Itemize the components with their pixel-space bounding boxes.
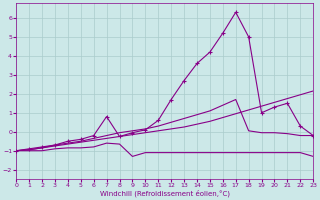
- X-axis label: Windchill (Refroidissement éolien,°C): Windchill (Refroidissement éolien,°C): [100, 190, 230, 197]
